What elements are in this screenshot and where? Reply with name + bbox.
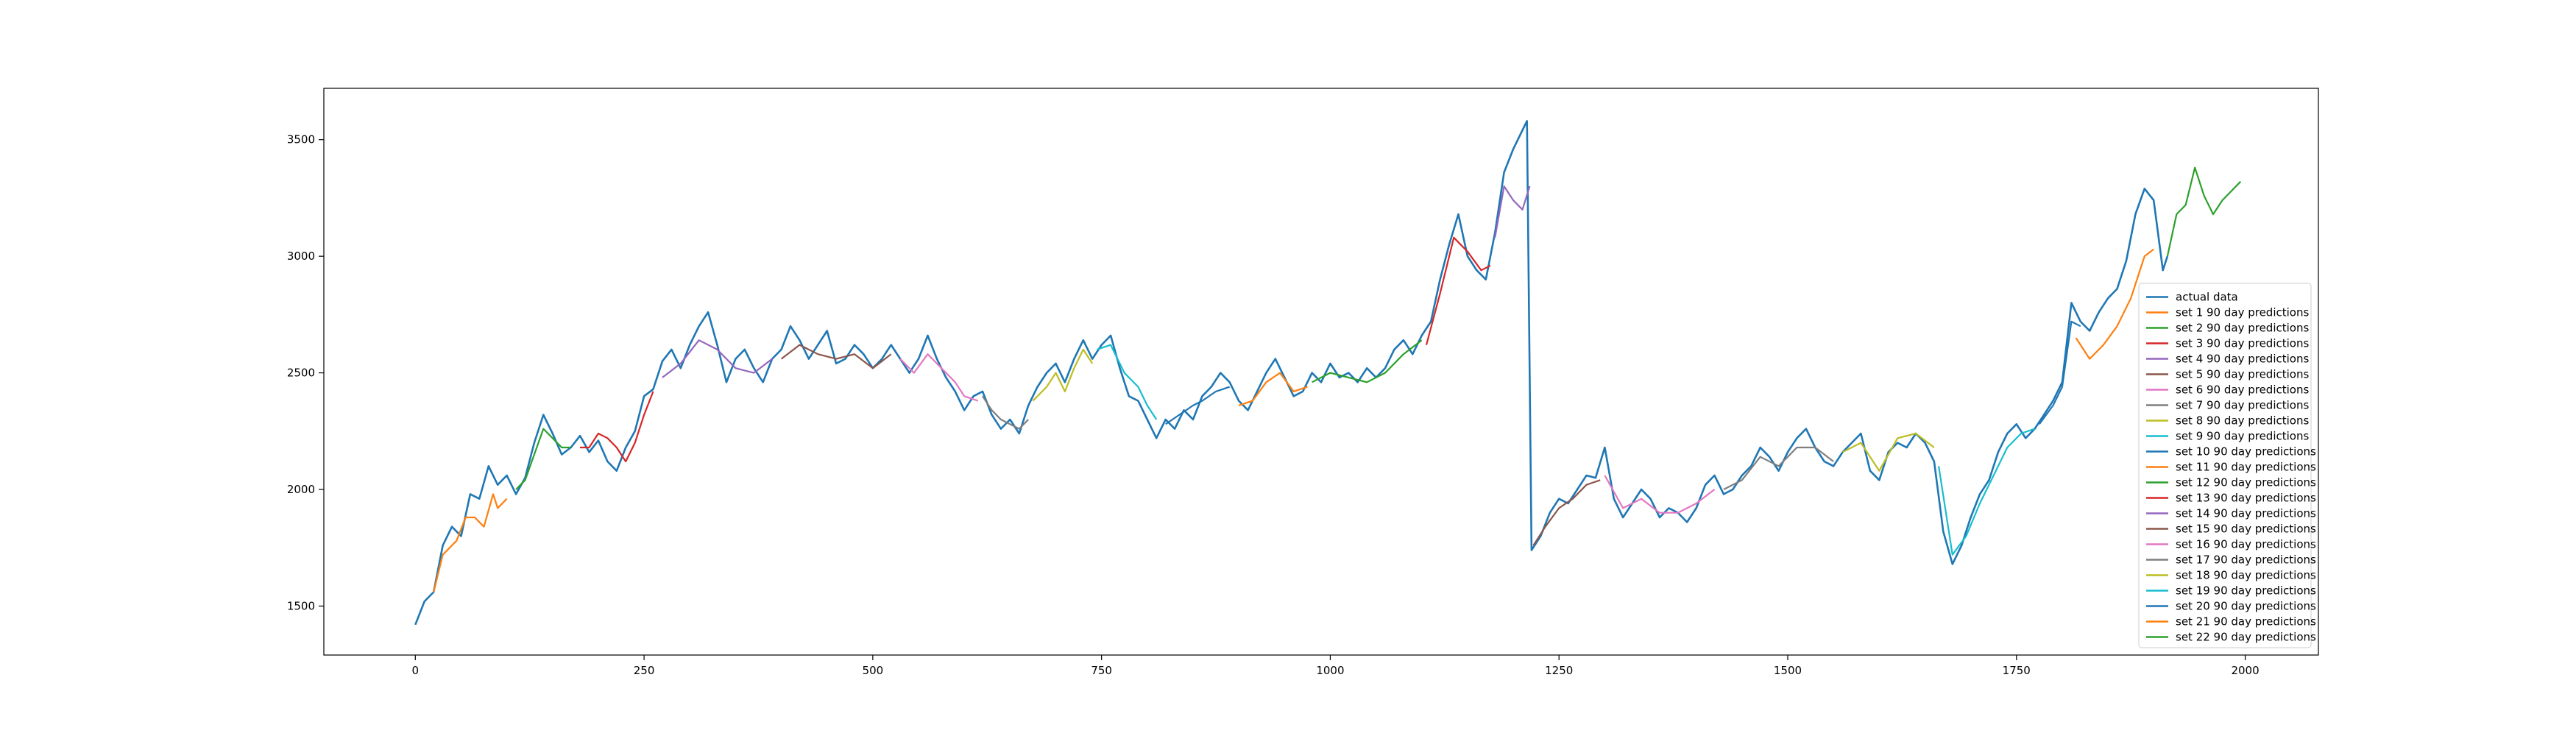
series-line-set-17 — [1723, 446, 1834, 490]
legend-label: set 15 90 day predictions — [2176, 523, 2316, 536]
legend-label: set 17 90 day predictions — [2176, 553, 2316, 567]
series-line-set-3 — [580, 391, 654, 463]
legend-label: set 2 90 day predictions — [2176, 322, 2309, 335]
legend-label: set 4 90 day predictions — [2176, 353, 2309, 366]
series-line-set-1 — [433, 493, 508, 592]
x-tick-label: 1500 — [1774, 664, 1802, 677]
legend-label: set 8 90 day predictions — [2176, 414, 2309, 428]
legend-label: set 5 90 day predictions — [2176, 368, 2309, 381]
x-tick-label: 0 — [412, 664, 420, 677]
x-tick-label: 250 — [634, 664, 655, 677]
axes-frame — [323, 88, 2319, 656]
legend-label: set 20 90 day predictions — [2176, 600, 2316, 613]
x-tick-label: 1750 — [2003, 664, 2031, 677]
series-line-set-21 — [2075, 248, 2154, 360]
series-line-set-7 — [982, 395, 1029, 430]
legend-label: actual data — [2176, 291, 2238, 304]
series-line-set-16 — [1604, 475, 1716, 514]
series-line-set-14 — [1494, 185, 1531, 238]
legend-box — [2138, 283, 2312, 648]
series-line-set-20 — [2038, 320, 2081, 425]
legend-label: set 1 90 day predictions — [2176, 306, 2309, 319]
legend-label: set 10 90 day predictions — [2176, 445, 2316, 459]
y-axis: 1500 2000 2500 3000 3500 — [287, 133, 324, 612]
y-tick-label: 2500 — [287, 367, 315, 380]
legend-label: set 21 90 day predictions — [2176, 615, 2316, 629]
y-tick-label: 2000 — [287, 483, 315, 496]
series-line-set-18 — [1842, 432, 1935, 472]
legend-label: set 7 90 day predictions — [2176, 399, 2309, 412]
series-line-set-4 — [662, 339, 773, 378]
plot-area — [323, 88, 2319, 656]
x-tick-label: 500 — [863, 664, 884, 677]
x-tick-label: 1250 — [1545, 664, 1573, 677]
legend-label: set 19 90 day predictions — [2176, 584, 2316, 598]
legend: actual data set 1 90 day predictions set 2… — [2138, 283, 2316, 648]
y-tick-label: 3000 — [287, 250, 315, 263]
x-axis: 0 250 500 750 1000 1250 1500 1750 2000 — [412, 655, 2260, 677]
series-line-set-2 — [515, 428, 571, 490]
legend-label: set 16 90 day predictions — [2176, 538, 2316, 551]
series-line-set-9 — [1097, 344, 1158, 420]
series-line-set-6 — [899, 353, 979, 402]
legend-label: set 6 90 day predictions — [2176, 383, 2309, 397]
y-tick-label: 3500 — [287, 133, 315, 146]
legend-label: set 14 90 day predictions — [2176, 507, 2316, 520]
legend-label: set 18 90 day predictions — [2176, 569, 2316, 582]
x-tick-label: 2000 — [2231, 664, 2259, 677]
y-tick-label: 1500 — [287, 599, 315, 612]
legend-label: set 22 90 day predictions — [2176, 631, 2316, 644]
series-line-set-19 — [1938, 428, 2035, 556]
x-tick-label: 1000 — [1316, 664, 1344, 677]
series-line-set-8 — [1032, 348, 1094, 402]
axes-background — [324, 88, 2318, 655]
series-lines — [414, 120, 2242, 626]
legend-label: set 13 90 day predictions — [2176, 492, 2316, 505]
legend-label: set 12 90 day predictions — [2176, 476, 2316, 489]
series-line-set-10 — [1165, 386, 1231, 425]
series-line-set-11 — [1238, 372, 1308, 406]
series-line-set-15 — [1532, 479, 1601, 546]
series-line-actual-data — [414, 120, 2169, 626]
series-line-set-5 — [780, 344, 892, 369]
series-line-set-13 — [1425, 236, 1491, 345]
series-line-set-22 — [2166, 166, 2242, 257]
legend-label: set 9 90 day predictions — [2176, 430, 2309, 443]
legend-label: set 3 90 day predictions — [2176, 337, 2309, 350]
series-line-set-12 — [1312, 339, 1423, 383]
legend-label: set 11 90 day predictions — [2176, 461, 2316, 474]
x-tick-label: 750 — [1091, 664, 1112, 677]
